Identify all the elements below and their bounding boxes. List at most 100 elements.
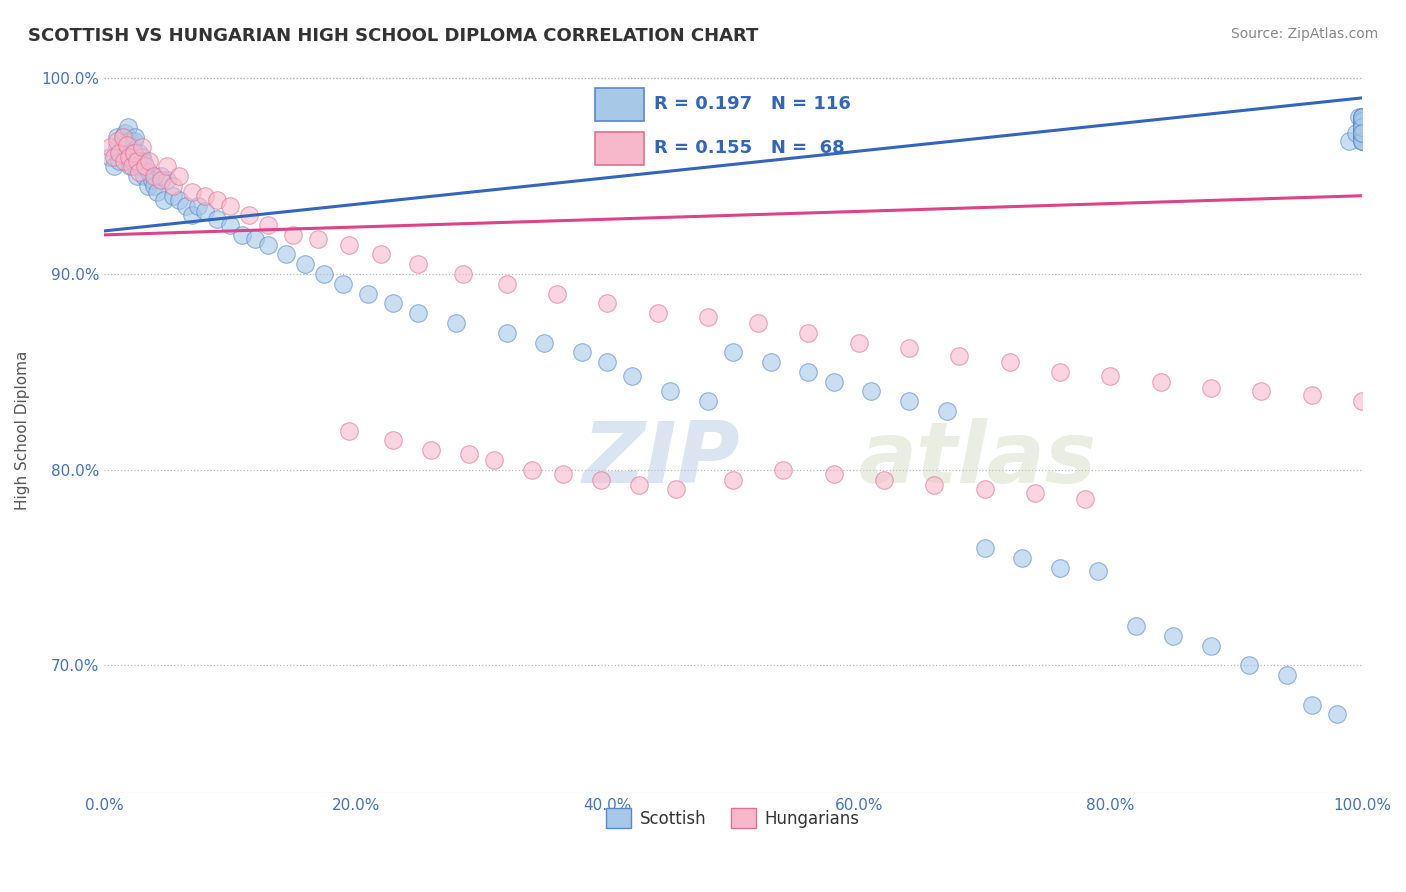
Point — [1351, 126, 1374, 140]
Point — [143, 169, 166, 183]
Point — [128, 165, 150, 179]
Point — [370, 247, 392, 261]
Point — [1351, 114, 1374, 128]
Y-axis label: High School Diploma: High School Diploma — [15, 351, 30, 510]
Point — [1351, 126, 1374, 140]
Legend: Scottish, Hungarians: Scottish, Hungarians — [600, 801, 866, 835]
Point — [134, 160, 156, 174]
Point — [1351, 126, 1374, 140]
Point — [382, 296, 405, 310]
Point — [121, 140, 143, 154]
Point — [294, 257, 316, 271]
Point — [115, 134, 138, 148]
Point — [420, 443, 443, 458]
Point — [131, 140, 153, 154]
Point — [1049, 365, 1071, 379]
Point — [281, 227, 304, 242]
Point — [337, 424, 360, 438]
Point — [873, 473, 896, 487]
Point — [1351, 126, 1374, 140]
Point — [108, 153, 131, 168]
Point — [169, 193, 191, 207]
Point — [1011, 550, 1033, 565]
Point — [146, 185, 169, 199]
Point — [132, 153, 155, 168]
Point — [243, 232, 266, 246]
Point — [122, 145, 145, 160]
Text: Source: ZipAtlas.com: Source: ZipAtlas.com — [1230, 27, 1378, 41]
Point — [533, 335, 555, 350]
Point — [205, 193, 228, 207]
Point — [1351, 111, 1374, 125]
Point — [621, 368, 644, 383]
Point — [596, 296, 619, 310]
Point — [747, 316, 769, 330]
Point — [181, 185, 204, 199]
Point — [1351, 134, 1374, 148]
Point — [110, 145, 132, 160]
Point — [122, 153, 145, 168]
Point — [495, 277, 517, 291]
Point — [131, 150, 153, 164]
Point — [1351, 118, 1374, 132]
Point — [111, 130, 134, 145]
Point — [112, 137, 135, 152]
Point — [103, 160, 125, 174]
Point — [1326, 707, 1348, 722]
Point — [169, 169, 191, 183]
Point — [118, 140, 141, 154]
Point — [162, 188, 184, 202]
Point — [105, 134, 128, 148]
Point — [256, 237, 278, 252]
Point — [1351, 394, 1374, 409]
Point — [125, 153, 148, 168]
Point — [520, 463, 543, 477]
Point — [194, 188, 217, 202]
Point — [860, 384, 883, 399]
Point — [103, 150, 125, 164]
Point — [1351, 114, 1374, 128]
Point — [1161, 629, 1184, 643]
Point — [1351, 126, 1374, 140]
Point — [231, 227, 253, 242]
Point — [1351, 111, 1374, 125]
Point — [1351, 120, 1374, 135]
Point — [1074, 492, 1097, 507]
Point — [114, 126, 136, 140]
Point — [1351, 120, 1374, 135]
Point — [307, 232, 329, 246]
Point — [1351, 126, 1374, 140]
Point — [948, 349, 970, 363]
Point — [823, 375, 845, 389]
Point — [111, 134, 134, 148]
Point — [665, 483, 688, 497]
Point — [759, 355, 782, 369]
Point — [922, 478, 945, 492]
Point — [1125, 619, 1147, 633]
Point — [772, 463, 794, 477]
Point — [1348, 111, 1371, 125]
Point — [1351, 134, 1374, 148]
Point — [696, 394, 718, 409]
Point — [721, 473, 744, 487]
Point — [973, 483, 995, 497]
Point — [1351, 120, 1374, 135]
Point — [1351, 120, 1374, 135]
Point — [1087, 565, 1109, 579]
Point — [105, 140, 128, 154]
Point — [1351, 114, 1374, 128]
Point — [1351, 130, 1374, 145]
Point — [134, 160, 156, 174]
Point — [596, 355, 619, 369]
Point — [121, 160, 143, 174]
Point — [276, 247, 298, 261]
Point — [314, 267, 336, 281]
Point — [1351, 120, 1374, 135]
Point — [108, 145, 131, 160]
Point — [332, 277, 354, 291]
Point — [149, 169, 172, 183]
Text: SCOTTISH VS HUNGARIAN HIGH SCHOOL DIPLOMA CORRELATION CHART: SCOTTISH VS HUNGARIAN HIGH SCHOOL DIPLOM… — [28, 27, 758, 45]
Point — [1351, 130, 1374, 145]
Point — [121, 150, 143, 164]
Point — [1351, 114, 1374, 128]
